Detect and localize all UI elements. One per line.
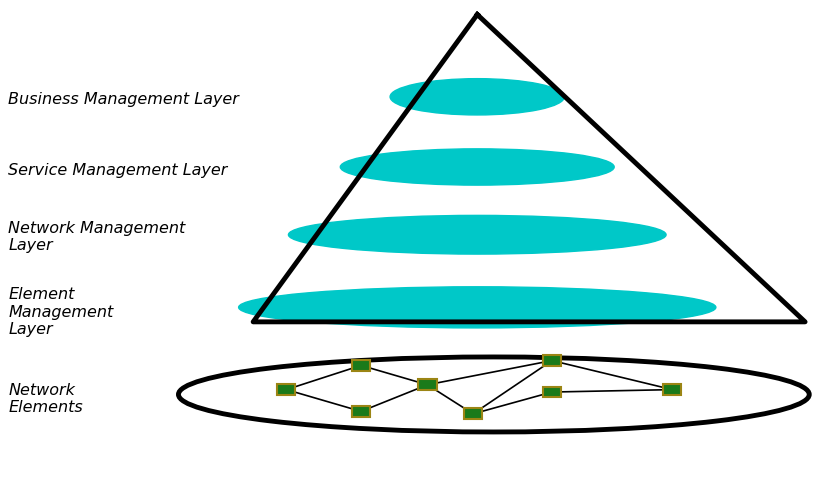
Ellipse shape (178, 357, 809, 432)
Ellipse shape (340, 149, 614, 185)
Text: Element
Management
Layer: Element Management Layer (8, 287, 114, 337)
FancyBboxPatch shape (418, 379, 437, 390)
Ellipse shape (239, 287, 715, 328)
FancyBboxPatch shape (543, 355, 561, 366)
Text: Business Management Layer: Business Management Layer (8, 92, 239, 106)
FancyBboxPatch shape (663, 384, 681, 395)
Text: Network Management
Layer: Network Management Layer (8, 221, 186, 253)
Text: Service Management Layer: Service Management Layer (8, 163, 227, 178)
FancyBboxPatch shape (277, 384, 295, 395)
FancyBboxPatch shape (352, 360, 370, 371)
FancyBboxPatch shape (543, 387, 561, 397)
Polygon shape (253, 15, 805, 322)
Ellipse shape (390, 78, 564, 115)
Ellipse shape (289, 215, 666, 254)
FancyBboxPatch shape (464, 408, 482, 419)
FancyBboxPatch shape (352, 406, 370, 417)
Text: Network
Elements: Network Elements (8, 383, 83, 415)
